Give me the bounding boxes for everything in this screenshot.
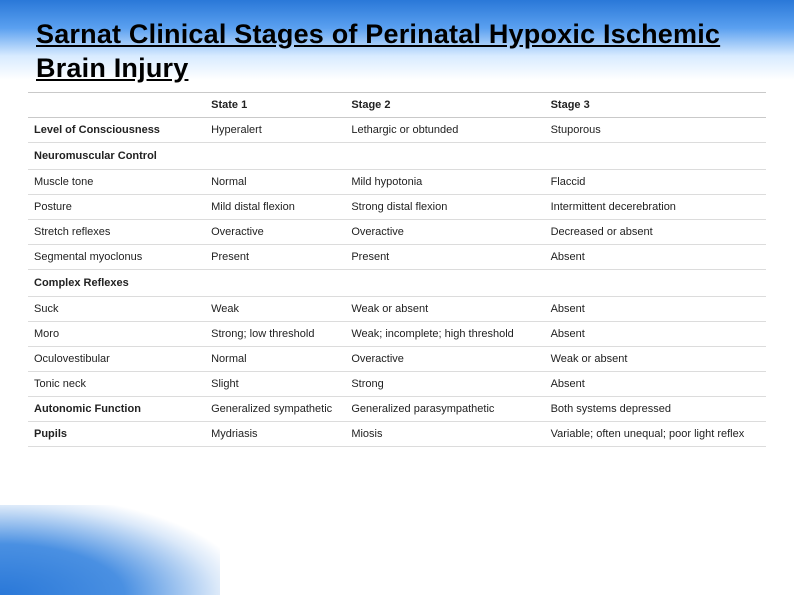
row-value: Present xyxy=(205,244,345,269)
row-label: Autonomic Function xyxy=(28,396,205,421)
table-row: SuckWeakWeak or absentAbsent xyxy=(28,296,766,321)
row-value: Absent xyxy=(545,371,766,396)
row-label: Pupils xyxy=(28,421,205,446)
row-value xyxy=(205,269,345,296)
table-body: Level of ConsciousnessHyperalertLethargi… xyxy=(28,117,766,446)
row-value: Generalized sympathetic xyxy=(205,396,345,421)
row-value: Strong xyxy=(345,371,544,396)
row-value: Hyperalert xyxy=(205,117,345,142)
row-value: Normal xyxy=(205,346,345,371)
row-value xyxy=(545,269,766,296)
table-header-stage1: State 1 xyxy=(205,92,345,117)
table-row: MoroStrong; low thresholdWeak; incomplet… xyxy=(28,321,766,346)
table-row: PupilsMydriasisMiosisVariable; often une… xyxy=(28,421,766,446)
row-label: Tonic neck xyxy=(28,371,205,396)
row-label: Posture xyxy=(28,194,205,219)
row-label: Muscle tone xyxy=(28,169,205,194)
table-row: Autonomic FunctionGeneralized sympatheti… xyxy=(28,396,766,421)
row-value: Generalized parasympathetic xyxy=(345,396,544,421)
row-label: Level of Consciousness xyxy=(28,117,205,142)
table-header-empty xyxy=(28,92,205,117)
row-value: Both systems depressed xyxy=(545,396,766,421)
row-label: Suck xyxy=(28,296,205,321)
row-value: Overactive xyxy=(345,219,544,244)
row-label: Complex Reflexes xyxy=(28,269,205,296)
table-header-row: State 1 Stage 2 Stage 3 xyxy=(28,92,766,117)
table-row: PostureMild distal flexionStrong distal … xyxy=(28,194,766,219)
row-value: Slight xyxy=(205,371,345,396)
row-value xyxy=(345,269,544,296)
row-label: Moro xyxy=(28,321,205,346)
row-value: Flaccid xyxy=(545,169,766,194)
slide-content: Sarnat Clinical Stages of Perinatal Hypo… xyxy=(0,0,794,447)
row-value xyxy=(205,142,345,169)
table-row: Level of ConsciousnessHyperalertLethargi… xyxy=(28,117,766,142)
row-label: Oculovestibular xyxy=(28,346,205,371)
table-section-row: Complex Reflexes xyxy=(28,269,766,296)
table-row: Muscle toneNormalMild hypotoniaFlaccid xyxy=(28,169,766,194)
table-row: OculovestibularNormalOveractiveWeak or a… xyxy=(28,346,766,371)
table-header-stage3: Stage 3 xyxy=(545,92,766,117)
table-header-stage2: Stage 2 xyxy=(345,92,544,117)
row-label: Neuromuscular Control xyxy=(28,142,205,169)
row-value: Overactive xyxy=(205,219,345,244)
row-value: Strong; low threshold xyxy=(205,321,345,346)
row-value: Mild distal flexion xyxy=(205,194,345,219)
row-value: Lethargic or obtunded xyxy=(345,117,544,142)
row-value: Decreased or absent xyxy=(545,219,766,244)
table-row: Tonic neckSlightStrongAbsent xyxy=(28,371,766,396)
row-value: Absent xyxy=(545,321,766,346)
row-value xyxy=(545,142,766,169)
row-value: Strong distal flexion xyxy=(345,194,544,219)
table-section-row: Neuromuscular Control xyxy=(28,142,766,169)
row-value: Stuporous xyxy=(545,117,766,142)
row-value: Absent xyxy=(545,244,766,269)
row-value: Weak or absent xyxy=(345,296,544,321)
row-value: Intermittent decerebration xyxy=(545,194,766,219)
row-label: Segmental myoclonus xyxy=(28,244,205,269)
row-value: Absent xyxy=(545,296,766,321)
table-row: Stretch reflexesOveractiveOveractiveDecr… xyxy=(28,219,766,244)
row-label: Stretch reflexes xyxy=(28,219,205,244)
row-value: Weak or absent xyxy=(545,346,766,371)
row-value: Overactive xyxy=(345,346,544,371)
page-title: Sarnat Clinical Stages of Perinatal Hypo… xyxy=(36,18,766,86)
table-row: Segmental myoclonusPresentPresentAbsent xyxy=(28,244,766,269)
row-value: Normal xyxy=(205,169,345,194)
row-value xyxy=(345,142,544,169)
sarnat-stages-table: State 1 Stage 2 Stage 3 Level of Conscio… xyxy=(28,92,766,447)
row-value: Weak; incomplete; high threshold xyxy=(345,321,544,346)
row-value: Mydriasis xyxy=(205,421,345,446)
row-value: Present xyxy=(345,244,544,269)
row-value: Mild hypotonia xyxy=(345,169,544,194)
row-value: Variable; often unequal; poor light refl… xyxy=(545,421,766,446)
row-value: Weak xyxy=(205,296,345,321)
background-gradient-bottom xyxy=(0,505,220,595)
row-value: Miosis xyxy=(345,421,544,446)
